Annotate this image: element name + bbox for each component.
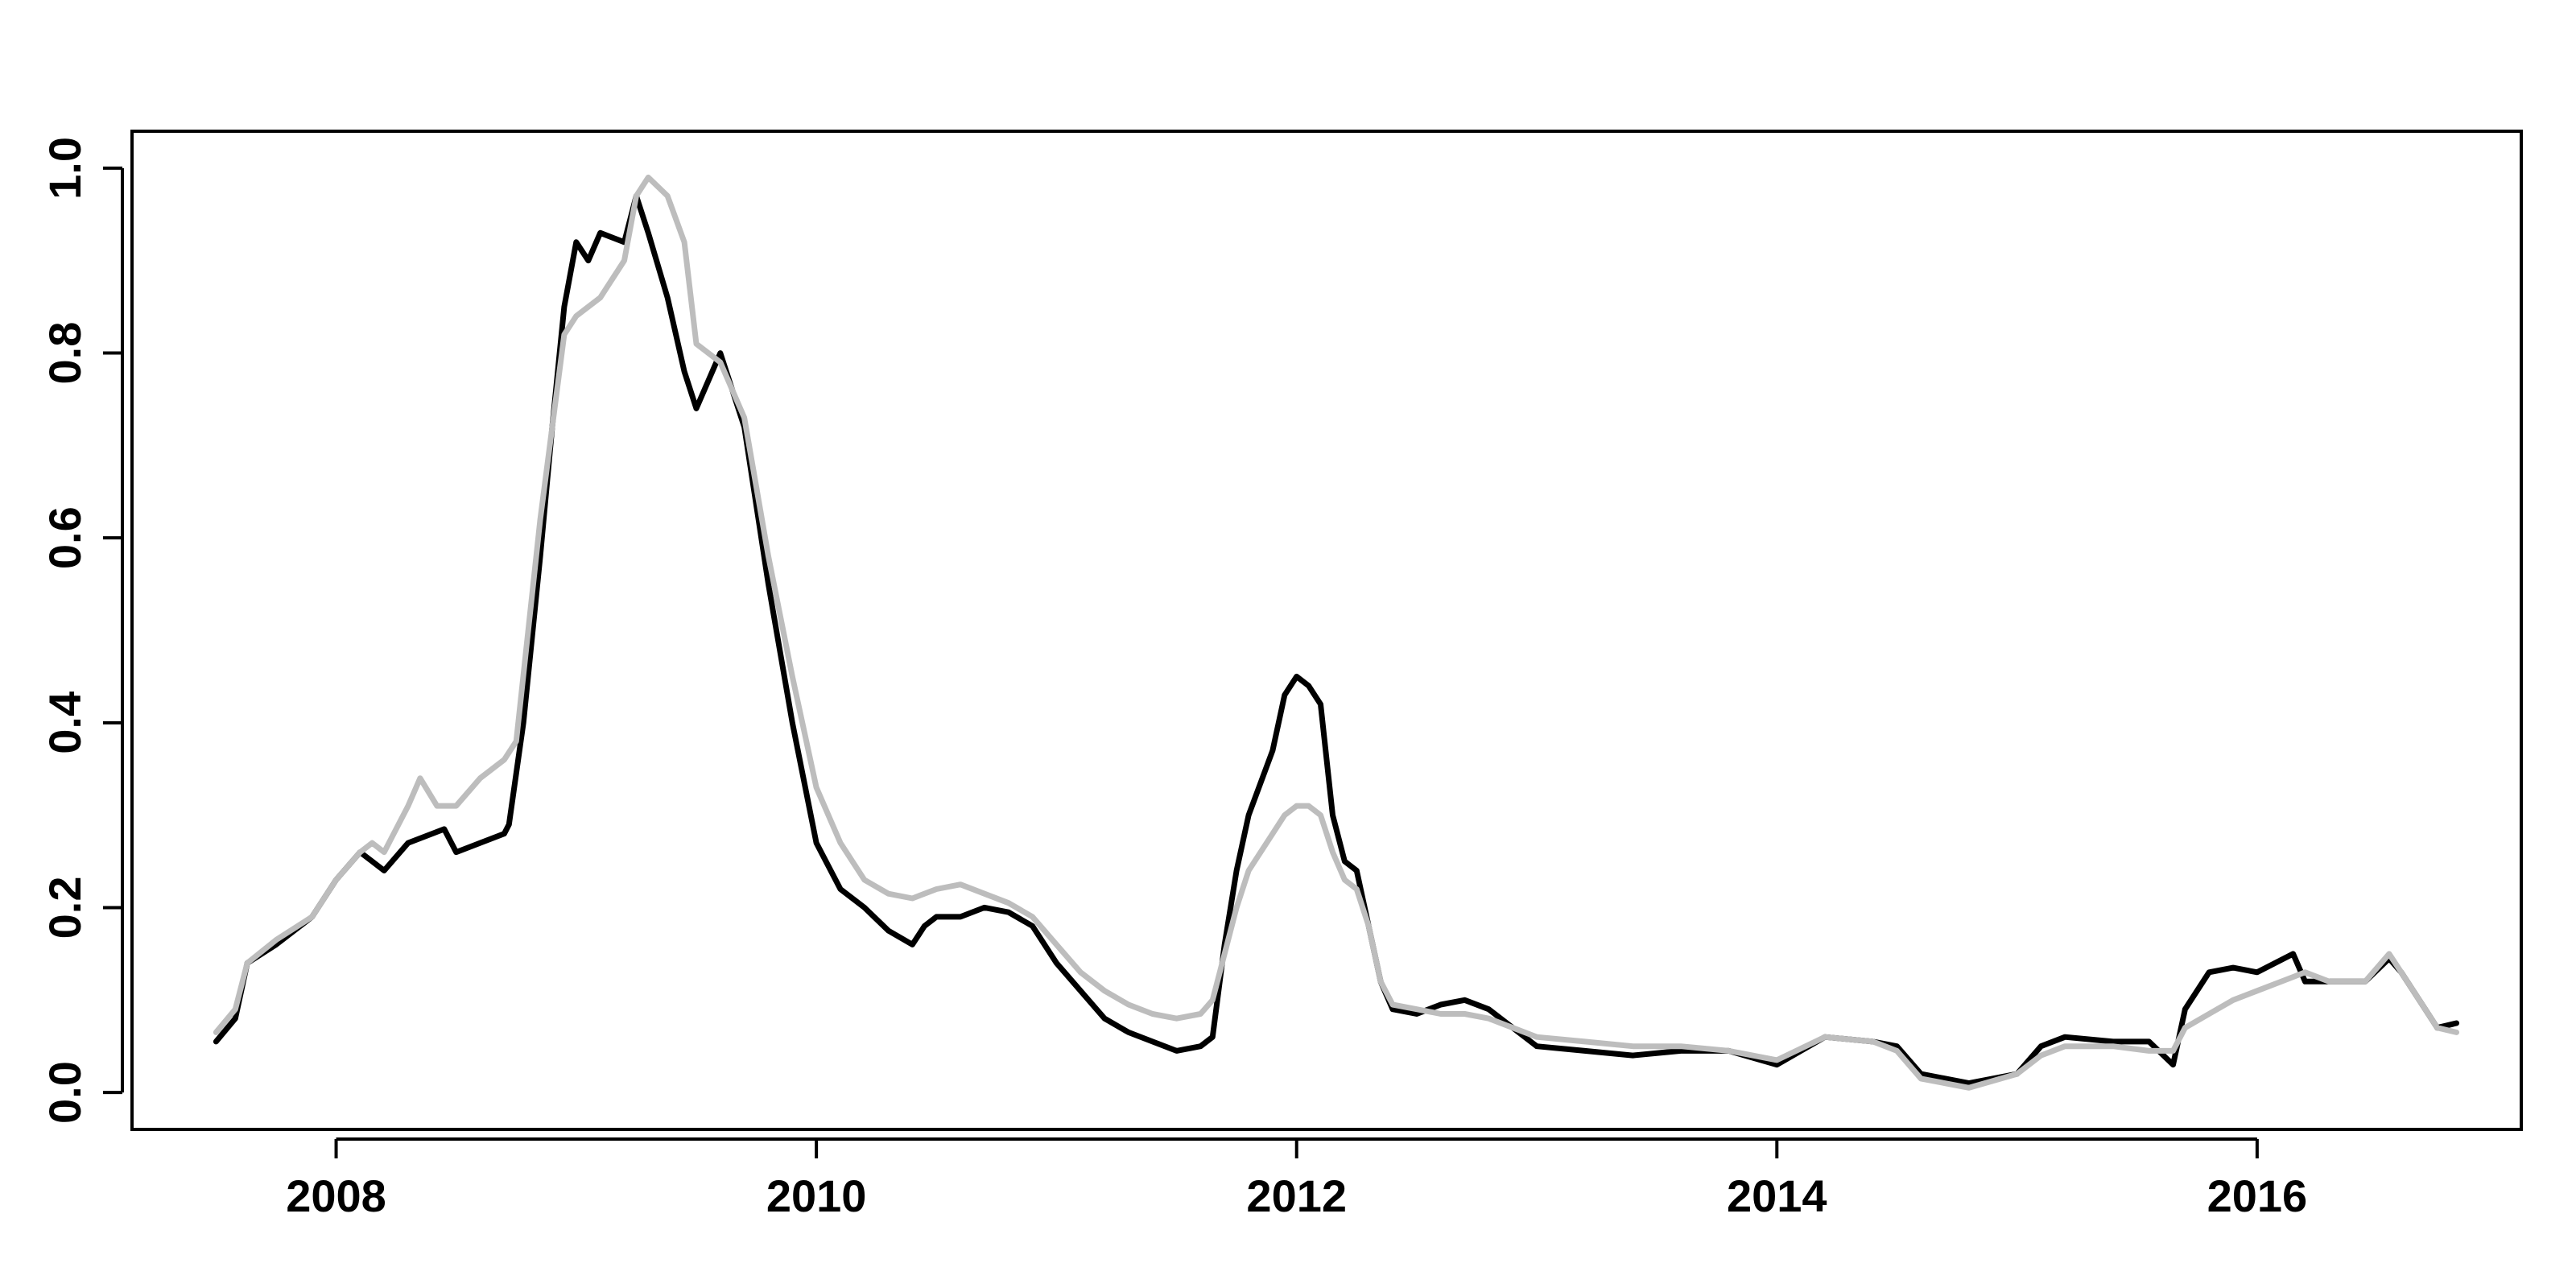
plot-frame [130,130,2523,1131]
x-axis: 2008 2010 2012 2014 2016 [286,1137,2308,1221]
x-tick-label: 2008 [286,1170,386,1221]
x-tick-label: 2016 [2207,1170,2308,1221]
x-tick-label: 2010 [766,1170,867,1221]
y-tick-label: 0.2 [39,877,90,939]
x-tick-label: 2012 [1246,1170,1347,1221]
series-line-2 [213,174,2459,1091]
series-line-1 [213,192,2459,1087]
y-axis: 0.0 0.2 0.4 0.6 0.8 1.0 [39,137,124,1124]
y-tick-label: 0.6 [39,506,90,569]
y-tick-label: 1.0 [39,137,90,200]
y-tick-label: 0.8 [39,322,90,385]
series-layer [213,174,2459,1091]
x-tick-label: 2014 [1727,1170,1827,1221]
y-tick-label: 0.0 [39,1061,90,1124]
y-tick-label: 0.4 [39,691,90,754]
